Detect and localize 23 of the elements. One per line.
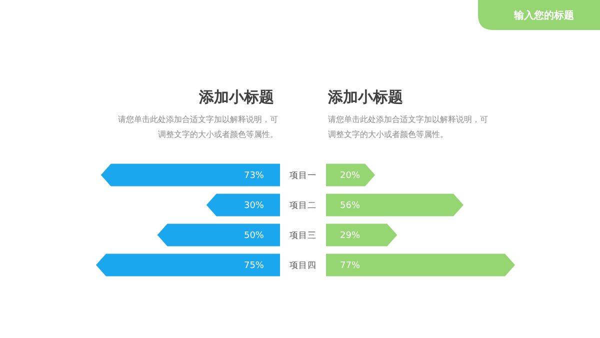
bar: [326, 194, 464, 216]
chart-subtitle: 请您单击此处添加合适文字加以解释说明，可调整文字的大小或者颜色等属性。: [328, 115, 488, 139]
bar: [206, 194, 280, 216]
data-label: 75%: [244, 261, 264, 272]
bar: [157, 224, 280, 246]
chart-title: 添加小标题: [327, 88, 403, 106]
data-label: 29%: [340, 231, 360, 242]
text: 输入您的标题: [513, 10, 574, 22]
data-label: 73%: [244, 171, 264, 182]
chart-title: 添加小标题: [198, 88, 274, 106]
data-label: 30%: [244, 201, 264, 212]
y-tick-label: 项目四: [290, 260, 316, 271]
y-tick-label: 项目一: [290, 170, 316, 181]
y-tick-label: 项目三: [290, 230, 316, 241]
data-label: 77%: [340, 261, 360, 272]
bar: [100, 164, 280, 186]
bar: [326, 254, 515, 276]
y-tick-label: 项目二: [290, 200, 316, 211]
chart-subtitle: 请您单击此处添加合适文字加以解释说明，可调整文字的大小或者颜色等属性。: [118, 115, 278, 139]
bar: [96, 254, 280, 276]
data-label: 50%: [244, 231, 264, 242]
data-label: 56%: [340, 201, 360, 212]
data-label: 20%: [340, 171, 360, 182]
